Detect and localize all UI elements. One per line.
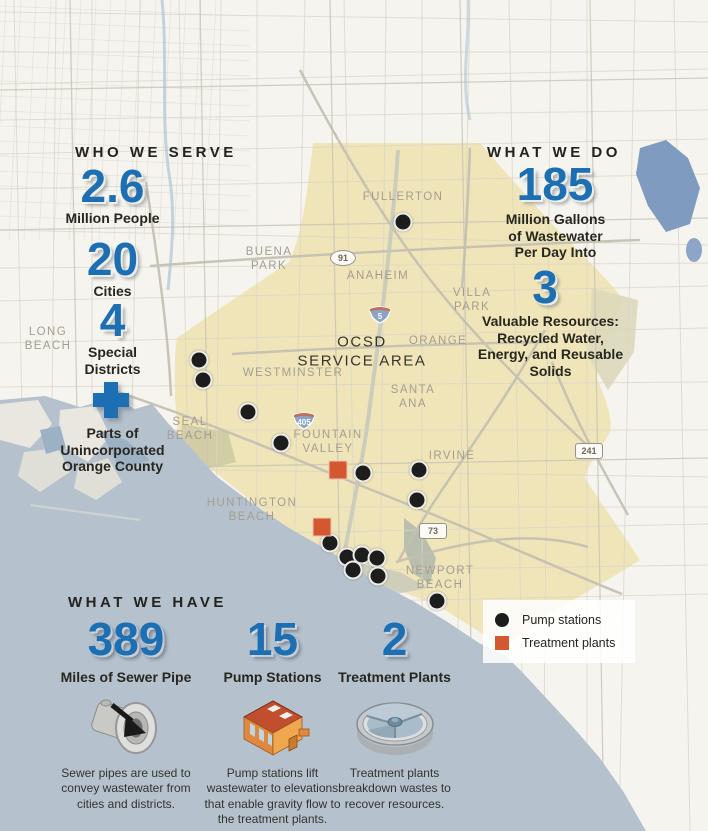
stat-gallons-label: Million Gallons of Wastewater Per Day In…: [505, 211, 606, 261]
stat-special-districts-value: 4: [99, 294, 126, 346]
pump-station-marker-3: [193, 370, 213, 390]
map-legend: Pump stations Treatment plants: [483, 600, 635, 663]
highway-number: 241: [575, 443, 603, 459]
pump-station-marker-7: [409, 460, 429, 480]
pump-station-marker-2: [189, 350, 209, 370]
legend-label: Treatment plants: [522, 636, 616, 650]
pump-station-marker-4: [238, 402, 258, 422]
sewer-pipe-icon: [86, 694, 166, 758]
highway-shield-5: 5: [368, 304, 392, 324]
highway-shield-73: 73: [419, 523, 447, 539]
pump-station-description: Pump stations lift wastewater to elevati…: [204, 766, 341, 827]
pump-station-marker-5: [271, 433, 291, 453]
stat-cities-label: Cities: [93, 283, 132, 299]
ocean-polygon: [0, 396, 646, 831]
treatment-plant-description: Treatment plants breakdown wastes to rec…: [338, 766, 451, 811]
highway-shield-241: 241: [575, 443, 603, 459]
sewer-pipe-description: Sewer pipes are used to convey wastewate…: [61, 766, 191, 811]
pump-station-marker-6: [353, 463, 373, 483]
stat-cities-value: 20: [86, 233, 139, 285]
service-area-polygon: [174, 143, 640, 648]
service-area-label: OCSD SERVICE AREA: [297, 333, 427, 369]
stat-treatment-plants-value: 2: [381, 613, 408, 665]
legend-label: Pump stations: [522, 613, 602, 627]
what-we-have-heading: WHAT WE HAVE: [68, 594, 227, 611]
stat-pump-stations-value: 15: [246, 613, 299, 665]
what-we-do-heading: WHAT WE DO: [487, 144, 621, 161]
highway-shield-405: 405: [292, 410, 316, 430]
stat-resources-label: Valuable Resources: Recycled Water, Ener…: [477, 313, 624, 379]
who-we-serve-heading: WHO WE SERVE: [75, 144, 237, 161]
stat-treatment-plants-label: Treatment Plants: [338, 669, 451, 685]
legend-item-treatment-plants: Treatment plants: [495, 636, 625, 650]
stat-million-people-value: 2.6: [80, 160, 145, 212]
stat-sewer-miles-label: Miles of Sewer Pipe: [60, 669, 192, 685]
stat-gallons-value: 185: [516, 158, 594, 210]
stat-million-people-label: Million People: [65, 210, 160, 226]
stat-pump-stations-label: Pump Stations: [223, 669, 322, 685]
pump-station-marker-12: [367, 548, 387, 568]
svg-text:5: 5: [378, 312, 383, 321]
have-col-treatment-plants: 2 Treatment Plants Treatment plants brea…: [312, 616, 477, 812]
have-col-pump-stations: 15 Pump Stations Pump stations lift wast…: [185, 616, 360, 827]
treatment-plant-marker-1: [328, 460, 348, 480]
pump-station-marker-8: [407, 490, 427, 510]
pump-station-marker-15: [427, 591, 447, 611]
highway-number: 73: [419, 523, 447, 539]
stat-sewer-miles-value: 389: [87, 613, 165, 665]
pump-station-icon: [495, 613, 509, 627]
pump-station-marker-13: [343, 560, 363, 580]
pump-station-marker-14: [368, 566, 388, 586]
treatment-tank-icon: [352, 694, 438, 758]
pump-station-marker-1: [393, 212, 413, 232]
pump-station-building-icon: [233, 694, 313, 758]
legend-item-pump-stations: Pump stations: [495, 613, 625, 627]
have-col-sewer-pipe: 389 Miles of Sewer Pipe Sewer pipes are …: [45, 616, 207, 812]
stat-resources-value: 3: [532, 261, 558, 313]
highway-number: 91: [330, 250, 356, 266]
treatment-plant-marker-2: [312, 517, 332, 537]
plus-icon: [93, 382, 129, 418]
treatment-plant-icon: [495, 636, 509, 650]
stat-special-districts-label: Special Districts: [84, 344, 141, 377]
stat-unincorporated-label: Parts of Unincorporated Orange County: [60, 425, 165, 475]
svg-text:405: 405: [297, 418, 311, 427]
highway-shield-91: 91: [330, 250, 356, 266]
